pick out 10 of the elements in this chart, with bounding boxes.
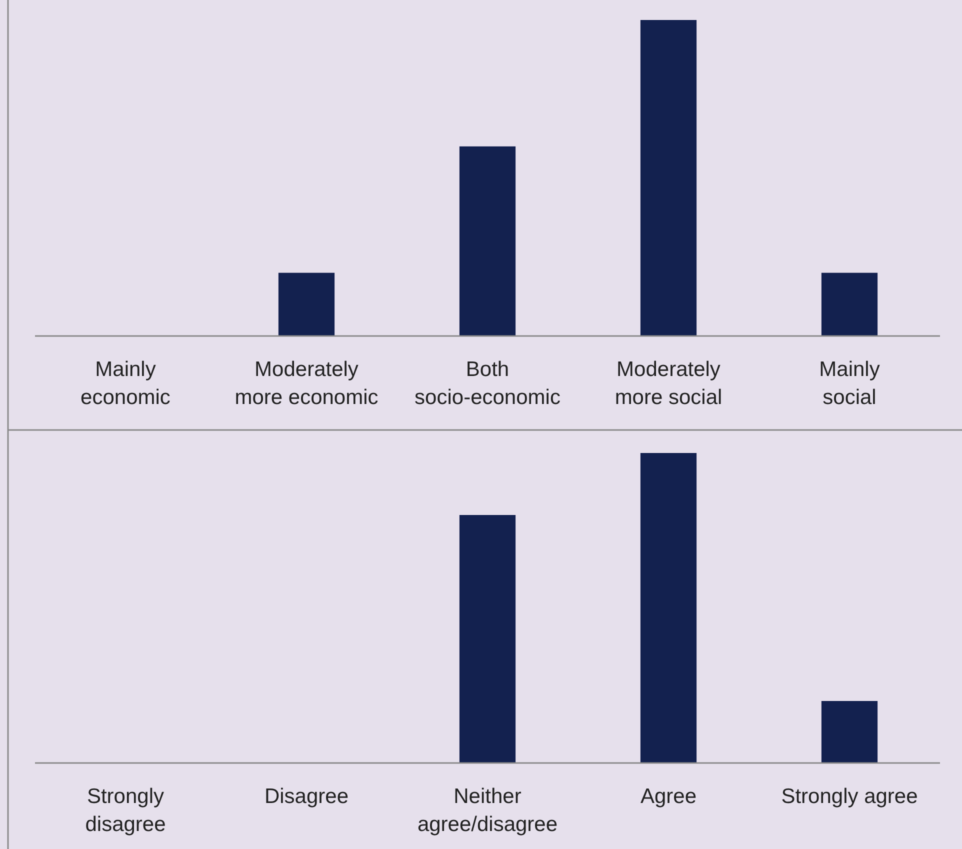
x-tick-label: Disagree bbox=[264, 785, 349, 808]
x-tick-label: Agree bbox=[640, 785, 697, 808]
x-tick-label: Neither agree/disagree bbox=[417, 785, 558, 836]
x-tick-label: Moderately more social bbox=[614, 358, 722, 409]
x-tick-label: Strongly agree bbox=[781, 785, 918, 808]
x-tick-label: Both socio-economic bbox=[414, 358, 560, 409]
x-tick-label: Mainly economic bbox=[80, 358, 170, 409]
x-tick-label: Mainly social bbox=[819, 358, 880, 409]
x-tick-label: Moderately more economic bbox=[234, 358, 378, 409]
x-tick-label: Strongly disagree bbox=[85, 785, 166, 836]
